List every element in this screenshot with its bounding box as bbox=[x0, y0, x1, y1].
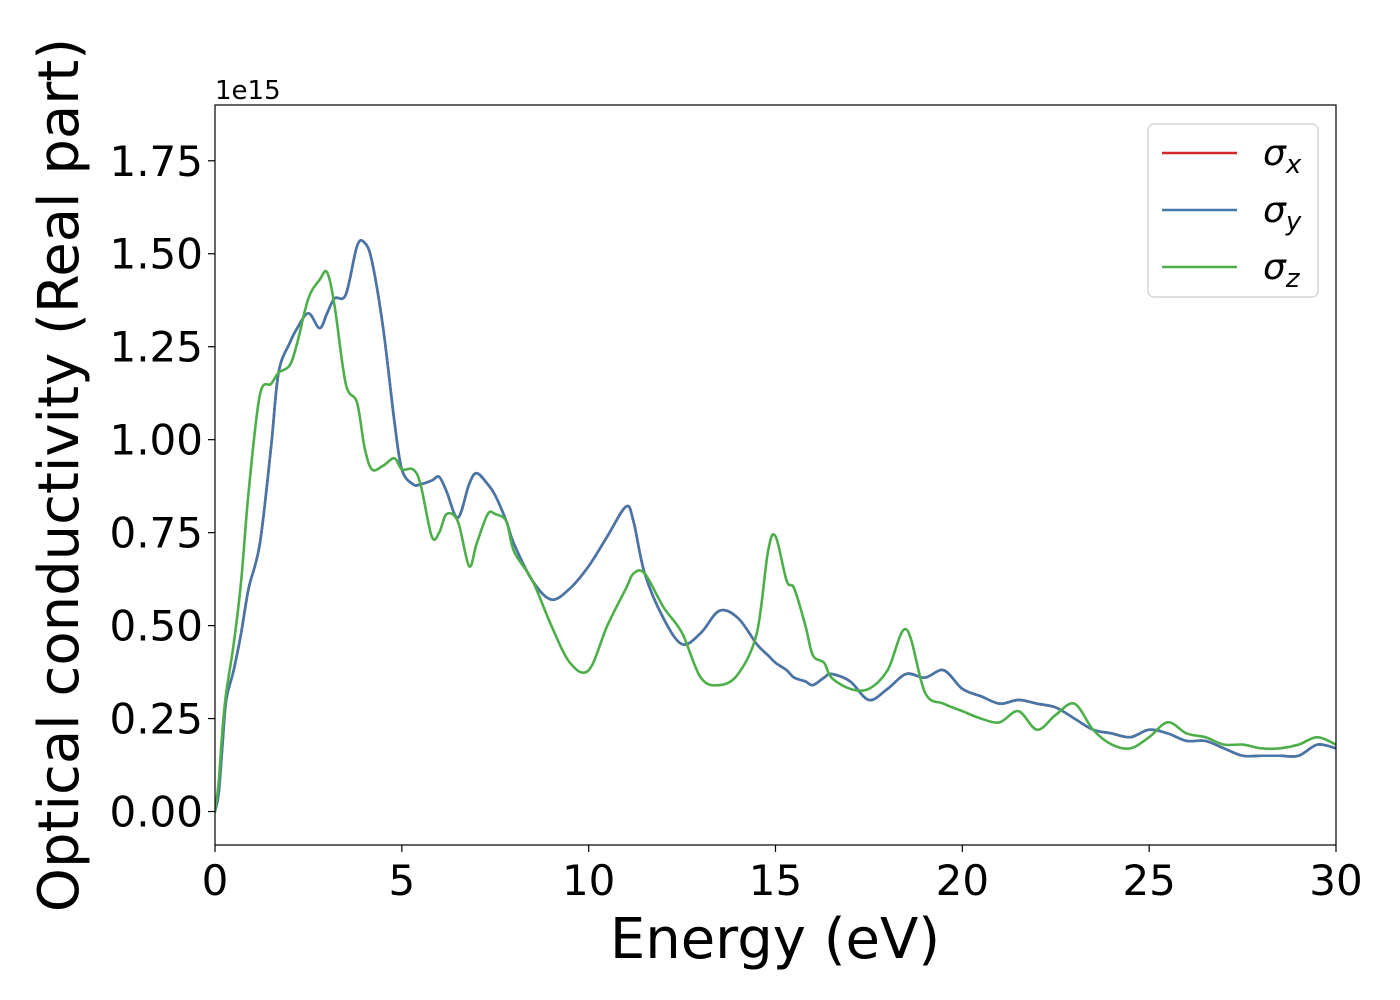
x-axis: 0 5 10 15 20 25 30 bbox=[202, 845, 1363, 905]
y-axis-title: Optical conductivity (Real part) bbox=[27, 38, 92, 912]
x-tick-label: 20 bbox=[936, 856, 989, 905]
legend: σx σy σz bbox=[1147, 123, 1319, 298]
y-tick-label: 1.50 bbox=[109, 230, 203, 279]
legend-label-y: σy bbox=[1263, 190, 1302, 237]
y-tick-label: 0.75 bbox=[109, 509, 203, 558]
x-tick-label: 25 bbox=[1122, 856, 1175, 905]
y-tick-label: 1.25 bbox=[109, 323, 203, 372]
x-tick-label: 10 bbox=[562, 856, 615, 905]
legend-label-z: σz bbox=[1263, 247, 1301, 294]
y-offset-text: 1e15 bbox=[215, 76, 281, 106]
x-tick-label: 5 bbox=[388, 856, 415, 905]
x-tick-label: 15 bbox=[749, 856, 802, 905]
series-group bbox=[215, 238, 1336, 813]
y-tick-label: 0.50 bbox=[109, 602, 203, 651]
y-tick-label: 0.25 bbox=[109, 695, 203, 744]
y-tick-label: 1.00 bbox=[109, 416, 203, 465]
y-tick-label: 1.75 bbox=[109, 137, 203, 186]
y-axis: 0.00 0.25 0.50 0.75 1.00 1.25 1.50 1.75 bbox=[109, 137, 215, 837]
y-tick-label: 0.00 bbox=[109, 788, 203, 837]
legend-label-x: σx bbox=[1263, 133, 1302, 180]
x-tick-label: 0 bbox=[202, 856, 229, 905]
x-tick-label: 30 bbox=[1309, 856, 1362, 905]
series-line-y bbox=[215, 238, 1336, 813]
x-axis-title: Energy (eV) bbox=[610, 907, 940, 972]
series-line-z bbox=[215, 269, 1336, 813]
